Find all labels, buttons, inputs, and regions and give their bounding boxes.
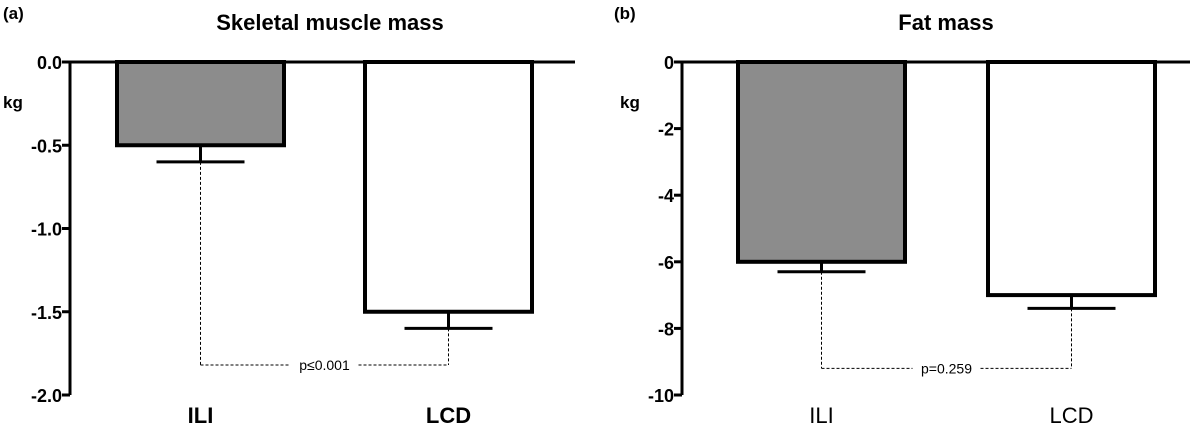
bar-lcd <box>986 60 1157 298</box>
x-tick-label: ILI <box>809 403 833 427</box>
panel-label: (a) <box>3 4 24 23</box>
bar-ili <box>736 60 907 264</box>
y-tick-label: -2 <box>658 120 674 140</box>
x-tick-label: LCD <box>1049 403 1093 427</box>
bar-lcd <box>363 60 534 314</box>
y-tick-label: -0.5 <box>31 136 62 156</box>
chart-title: Skeletal muscle mass <box>216 10 443 35</box>
panel-label: (b) <box>614 4 636 23</box>
y-tick-label: -1.5 <box>31 303 62 323</box>
y-tick-label: 0 <box>664 53 674 73</box>
chart-title: Fat mass <box>898 10 993 35</box>
x-tick-label: ILI <box>188 403 214 427</box>
y-tick-label: -1.0 <box>31 220 62 240</box>
y-tick-label: -2.0 <box>31 386 62 406</box>
p-value-annotation: p=0.259 <box>921 360 972 376</box>
panel-fat-mass: (b) Fat mass kg 0 -2 -4 -6 -8 -10 ILI LCD p=0.259 <box>614 4 1190 427</box>
y-axis-label: kg <box>620 93 640 112</box>
y-axis-label: kg <box>3 93 23 112</box>
bar-ili <box>115 60 286 148</box>
panel-skeletal-muscle-mass: (a) Skeletal muscle mass kg 0.0 -0.5 -1.0 -1.5… <box>3 4 575 427</box>
p-value-annotation: p≤0.001 <box>299 357 350 373</box>
y-tick-label: -8 <box>658 319 674 339</box>
y-tick-label: -6 <box>658 253 674 273</box>
y-tick-label: -4 <box>658 186 674 206</box>
y-tick-label: -10 <box>648 386 674 406</box>
x-tick-label: LCD <box>426 403 471 427</box>
y-tick-label: 0.0 <box>37 53 62 73</box>
